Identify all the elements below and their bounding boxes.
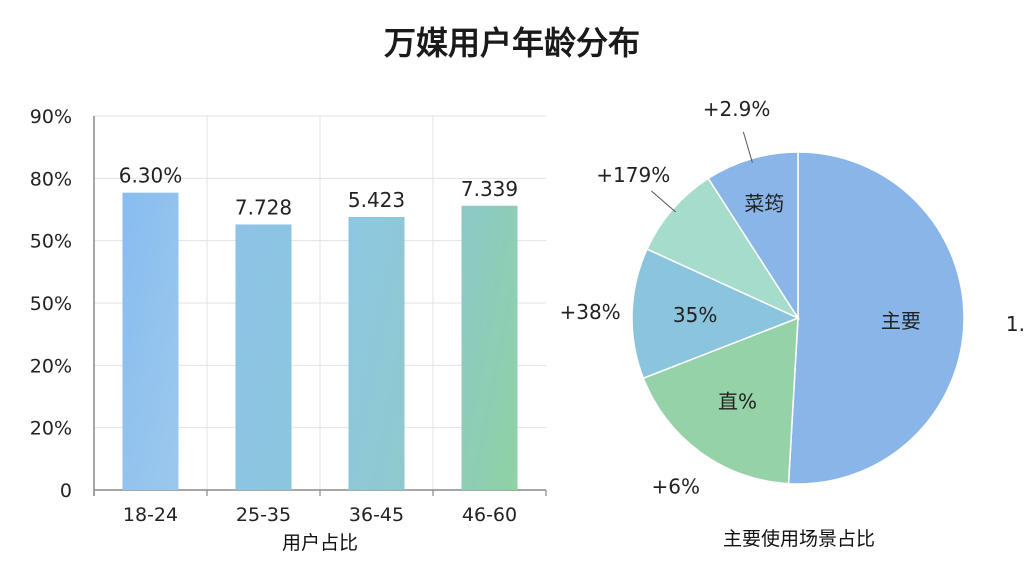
bar-data-label: 7.728 [235, 195, 292, 219]
bar-y-tick-label: 0 [60, 480, 72, 502]
bar-y-tick-label: 20% [30, 418, 72, 440]
bar-25-35 [235, 224, 292, 490]
pie-slice [787, 151, 965, 485]
bar-46-60 [461, 205, 518, 490]
bar-y-tick-label: 20% [30, 355, 72, 377]
bar-y-tick-label: 90% [30, 106, 72, 128]
pie-outer-label: +2.9% [703, 97, 771, 121]
bar-36-45 [348, 216, 405, 491]
bar-x-axis-title: 用户占比 [282, 532, 358, 554]
pie-inner-label: 35% [673, 303, 717, 327]
pie-inner-label: 菜筠 [744, 191, 784, 215]
pie-chart-caption: 主要使用场景占比 [723, 528, 875, 550]
bar-y-tick-label: 80% [30, 168, 72, 190]
pie-outer-label: +6% [651, 474, 700, 498]
pie-outer-label: 1.% [1006, 312, 1024, 336]
bar-y-tick-label: 50% [30, 231, 72, 253]
pie-outer-label: +179% [596, 163, 670, 187]
bar-data-label: 5.423 [348, 188, 405, 212]
bar-18-24 [122, 192, 179, 491]
pie-outer-label: +38% [559, 300, 620, 324]
bar-x-tick-label: 36-45 [349, 504, 404, 526]
bar-x-tick-label: 18-24 [123, 504, 178, 526]
pie-slice [631, 248, 800, 380]
pie-slice [642, 316, 799, 485]
chart-title: 万媒用户年龄分布 [383, 24, 640, 62]
pie-inner-label: 主要 [881, 309, 921, 333]
pie-leader-line [651, 190, 676, 213]
bar-data-label: 7.339 [461, 177, 518, 201]
pie-leader-line [742, 131, 753, 163]
pie-inner-label: 直% [718, 389, 757, 413]
bar-x-tick-label: 25-35 [236, 504, 291, 526]
bar-y-tick-label: 50% [30, 293, 72, 315]
bar-data-label: 6.30% [119, 164, 183, 188]
bar-x-tick-label: 46-60 [462, 504, 517, 526]
